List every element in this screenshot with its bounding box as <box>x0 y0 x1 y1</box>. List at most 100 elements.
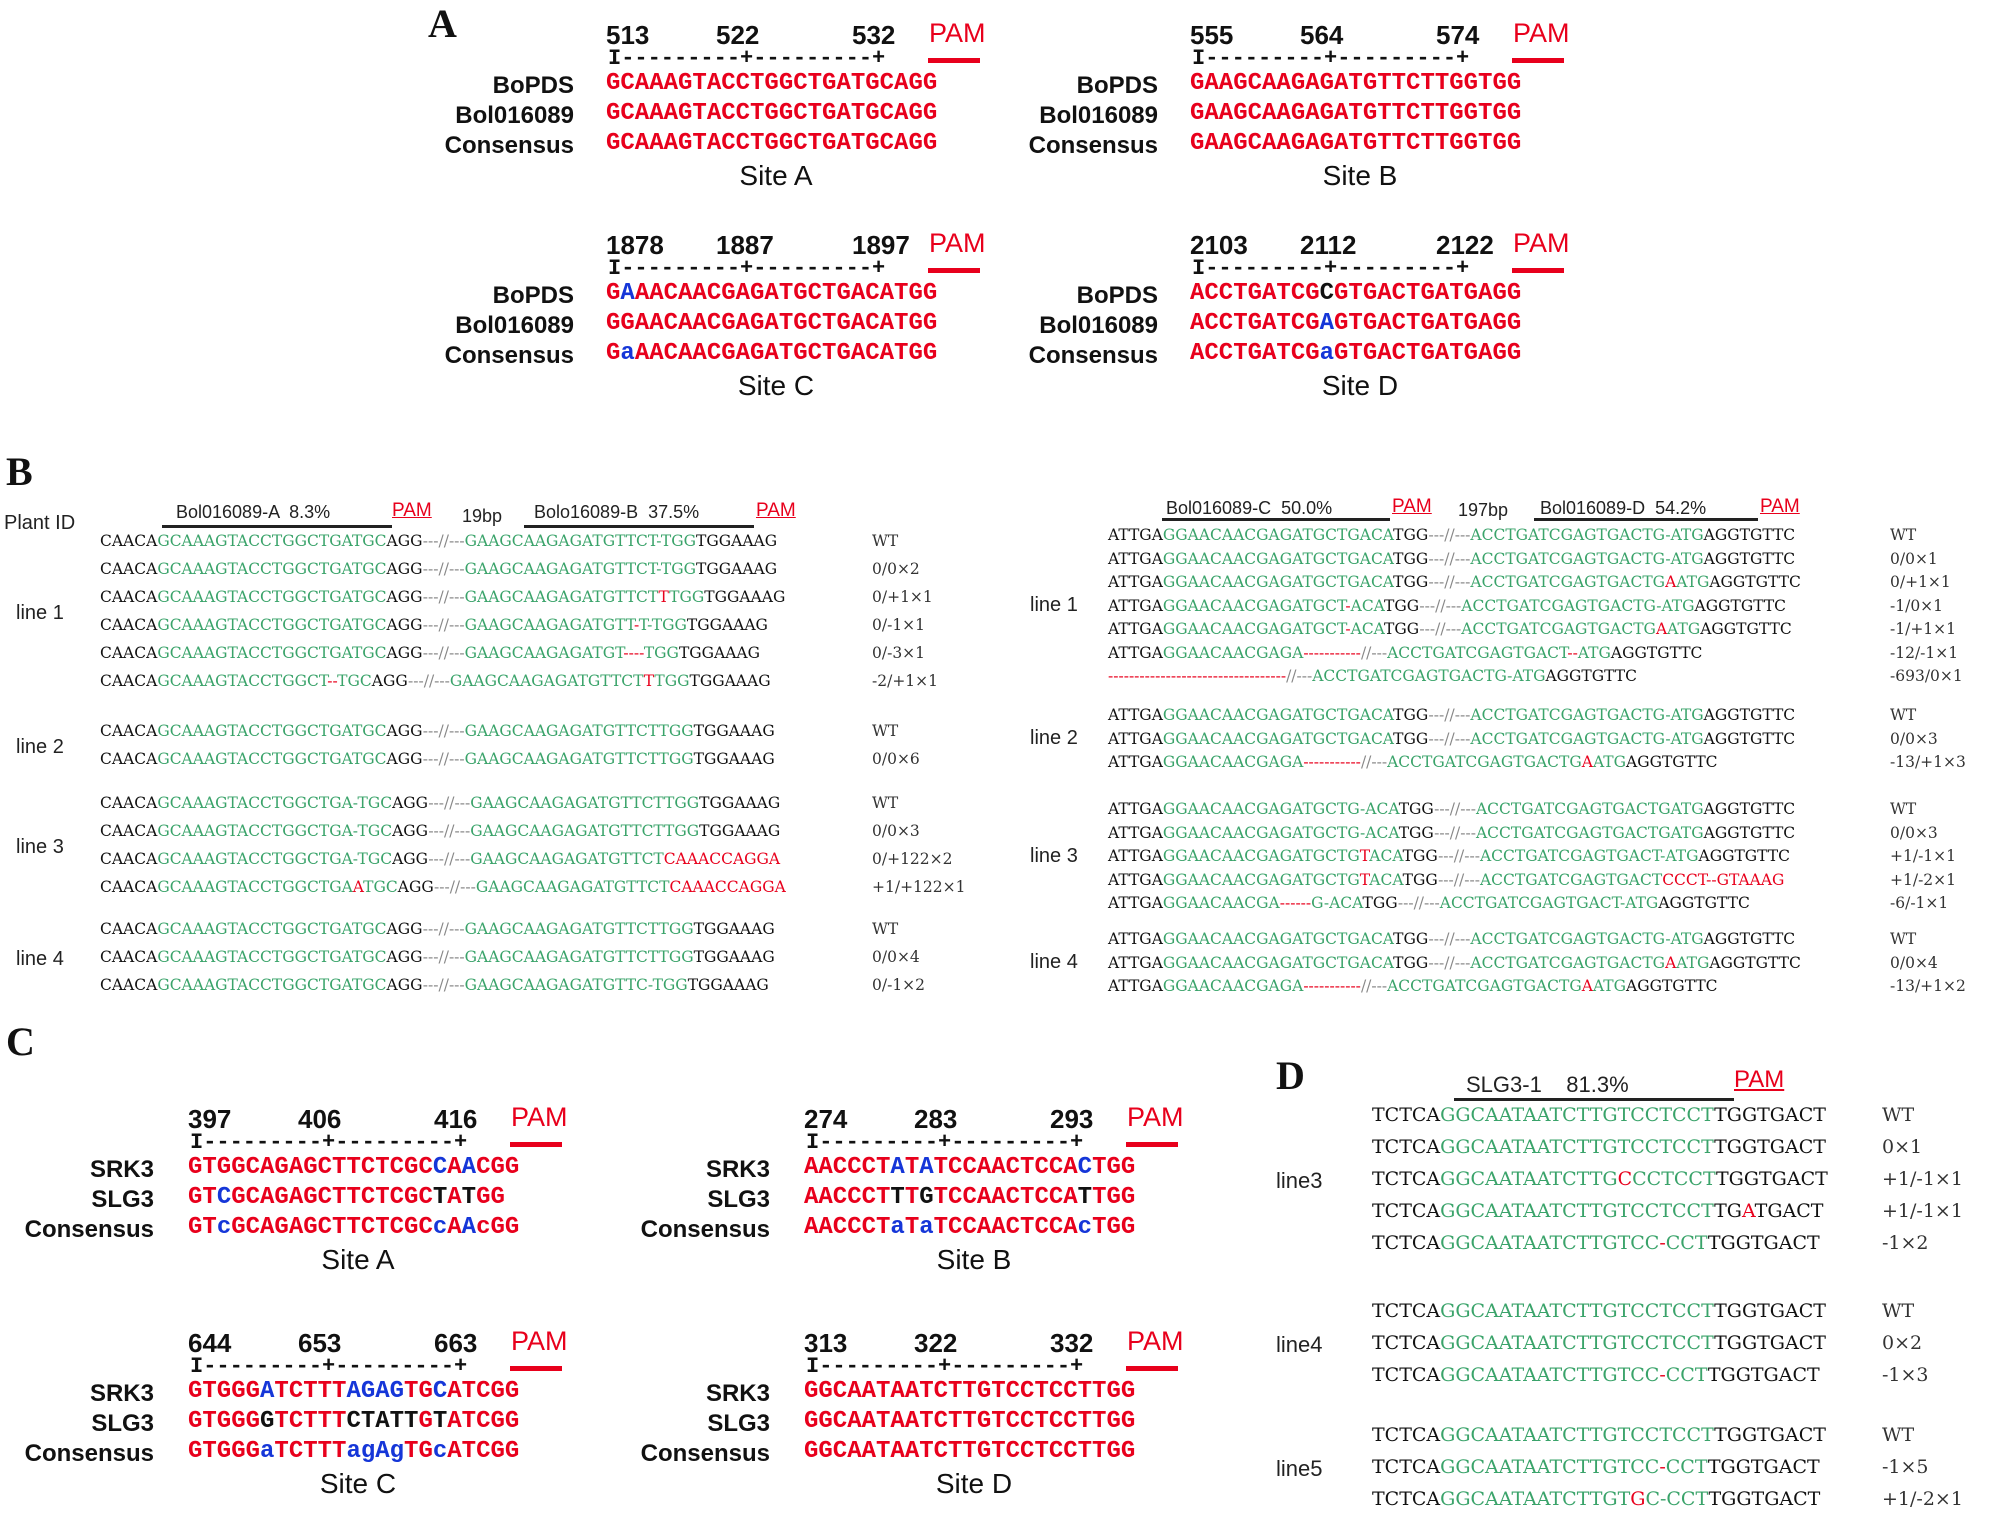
sequence-segment: ATTGA <box>1108 930 1163 948</box>
line-label: line5 <box>1276 1456 1323 1481</box>
genotype-code: +1/-1×1 <box>1882 1168 1963 1190</box>
sequence-segment: -- <box>327 672 338 690</box>
genotype-code: WT <box>872 920 899 938</box>
genotype-code: WT <box>1890 930 1917 948</box>
sequence-segment: ACCTGATCGAGTGACTG <box>1461 620 1656 638</box>
sequence-segment: AGGTGTTC <box>1610 643 1703 662</box>
sequence-segment: ATTGA <box>1108 596 1163 615</box>
sequence-segment: GCAAAGTACCTGGCTGA-TGC <box>157 850 393 868</box>
sequence-segment: ACCTGATCGAGTGACTGATG <box>1475 823 1704 842</box>
sequence-segment: AGGTGTTC <box>1698 847 1791 865</box>
sequence-segment: CAACA <box>100 532 158 550</box>
line-label: line 2 <box>16 736 64 758</box>
sequence-segment: CAACA <box>100 794 158 812</box>
sequence-segment: AGGTGTTC <box>1703 729 1796 748</box>
sequence-segment: GTGGG <box>188 1378 261 1405</box>
sequence-segment: //--- <box>1360 643 1388 662</box>
genotype-code: WT <box>872 722 899 740</box>
target-header: Bolo16089-B 37.5% <box>534 502 700 522</box>
sequence-segment: AGG <box>386 588 423 606</box>
position-number: 564 <box>1300 20 1344 50</box>
sequence-segment: AGGTGTTC <box>1626 753 1718 771</box>
sequence-segment: GAAGCAAGAGATGTTCTTGG <box>464 948 694 966</box>
sequence-segment: ATCGG <box>447 1408 520 1435</box>
sequence-segment: GGCAATAATCTTGTCCTCCT <box>1440 1200 1715 1222</box>
position-number: 397 <box>188 1104 232 1134</box>
sequence-segment: AGG <box>392 794 429 812</box>
sequence-segment: GCAAAGTACCTGGCTGATGC <box>157 920 387 938</box>
genotype-code: -693/0×1 <box>1890 667 1963 685</box>
sequence-segment: GGAACAACGAGA <box>1162 643 1304 662</box>
sequence-segment: ---//--- <box>422 920 465 938</box>
sequence-segment: G <box>606 340 621 367</box>
sequence-segment: ACA <box>1350 596 1385 615</box>
genotype-code: -13/+1×2 <box>1890 977 1966 995</box>
sequence-segment: GCAGAGCTTCTCGC <box>231 1154 433 1181</box>
aligned-sequence: GTGGGaTCTTTagAgTGcATCGG <box>188 1438 519 1465</box>
sequence-segment: ATTGA <box>1108 894 1163 912</box>
sequence-segment: TGG <box>1092 1154 1136 1181</box>
sequence-segment: TGG <box>643 644 679 662</box>
genotype-code: +1/-2×1 <box>1890 870 1957 889</box>
sequence-segment: GCAAAGTACCTGGCTGATGC <box>157 560 387 578</box>
position-number: 416 <box>434 1104 478 1134</box>
sequence-segment: GCAAAGTACCTGGCTGATGCAGG <box>606 100 938 127</box>
sequence-segment: AGGTGTTC <box>1700 620 1792 638</box>
sequence-segment: A <box>352 878 364 896</box>
sequence-segment: AGG <box>386 532 423 550</box>
row-label: SLG3 <box>707 1186 770 1213</box>
sequence-segment: //--- <box>1360 753 1388 771</box>
aligned-sequence: GCAAAGTACCTGGCTGATGCAGG <box>606 130 937 157</box>
sequence-segment: ACCTGATCGAGTGACTG-ATG <box>1470 549 1704 568</box>
target-bar <box>524 525 754 528</box>
sequence-row: ATTGAGGAACAACGAGA-----------//---ACCTGAT… <box>1108 644 1702 662</box>
sequence-segment: c <box>432 1438 448 1465</box>
position-number: 513 <box>606 20 650 50</box>
row-label: Consensus <box>24 1440 154 1467</box>
sequence-segment: c <box>216 1214 232 1241</box>
sequence-segment: GGAACAACGAGA <box>1162 753 1304 771</box>
sequence-segment: ACCTGATCGAGTGACTG-ATG <box>1461 596 1695 615</box>
sequence-segment: T <box>432 1184 448 1211</box>
sequence-segment: AGAG <box>346 1378 405 1405</box>
row-label: SLG3 <box>707 1410 770 1437</box>
aligned-sequence: GGAACAACGAGATGCTGACATGG <box>606 310 937 337</box>
sequence-segment: TGGTGACT <box>1714 1104 1826 1126</box>
genotype-code: -6/-1×1 <box>1890 894 1949 912</box>
sequence-segment: ---//--- <box>434 878 476 896</box>
genotype-code: WT <box>1882 1300 1915 1322</box>
sequence-segment: CCTCCT <box>1632 1168 1716 1190</box>
genotype-code: 0/-1×1 <box>872 616 926 634</box>
row-label: BoPDS <box>1076 72 1158 99</box>
sequence-segment: GAAGCAAGAGATGTTCTTGGTGG <box>1190 100 1522 127</box>
sequence-segment: ----------- <box>1303 753 1361 771</box>
line-label: line 4 <box>1030 951 1078 974</box>
sequence-segment: GGCAATAATCTTGTCC <box>1440 1232 1660 1254</box>
aligned-sequence: ACCTGATCGAGTGACTGATGAGG <box>1190 310 1521 337</box>
sequence-segment: TGG <box>1393 953 1429 972</box>
sequence-segment: c <box>1077 1214 1093 1241</box>
position-ruler: I---------+---------+ <box>608 46 886 71</box>
row-label: Consensus <box>1028 342 1158 369</box>
pam-bar <box>1512 58 1564 63</box>
sequence-segment: ATG <box>1592 753 1627 771</box>
genotype-code: +1/-1×1 <box>1882 1200 1963 1222</box>
site-label: Site C <box>737 370 815 401</box>
sequence-segment: GAAGCAAGAGATGTTCT <box>470 850 664 868</box>
line-label: line 1 <box>16 602 64 624</box>
sequence-row: TCTCAGGCAATAATCTTGTCCTCCTTGGTGACT <box>1372 1424 1826 1446</box>
gap-label: 19bp <box>462 506 503 526</box>
sequence-segment: CAACA <box>100 850 158 868</box>
sequence-segment: GAAGCAAGAGATGTTCTTGG <box>464 920 694 938</box>
line-label: line 2 <box>1030 727 1078 750</box>
sequence-segment: ACCTGATCGAGTGACT-ATG <box>1439 894 1659 912</box>
row-label: SRK3 <box>89 1156 154 1183</box>
sequence-segment: TGGAAAG <box>699 794 781 812</box>
position-number: 274 <box>804 1104 848 1134</box>
genotype-code: -2/+1×1 <box>872 672 939 690</box>
sequence-segment: TGG <box>1393 706 1429 724</box>
genotype-code: 0/0×4 <box>872 948 920 966</box>
sequence-segment: - <box>1659 1364 1666 1386</box>
sequence-segment: GGAACAACGAGATGCTG <box>1162 847 1360 865</box>
sequence-segment: TCTCA <box>1372 1104 1441 1126</box>
